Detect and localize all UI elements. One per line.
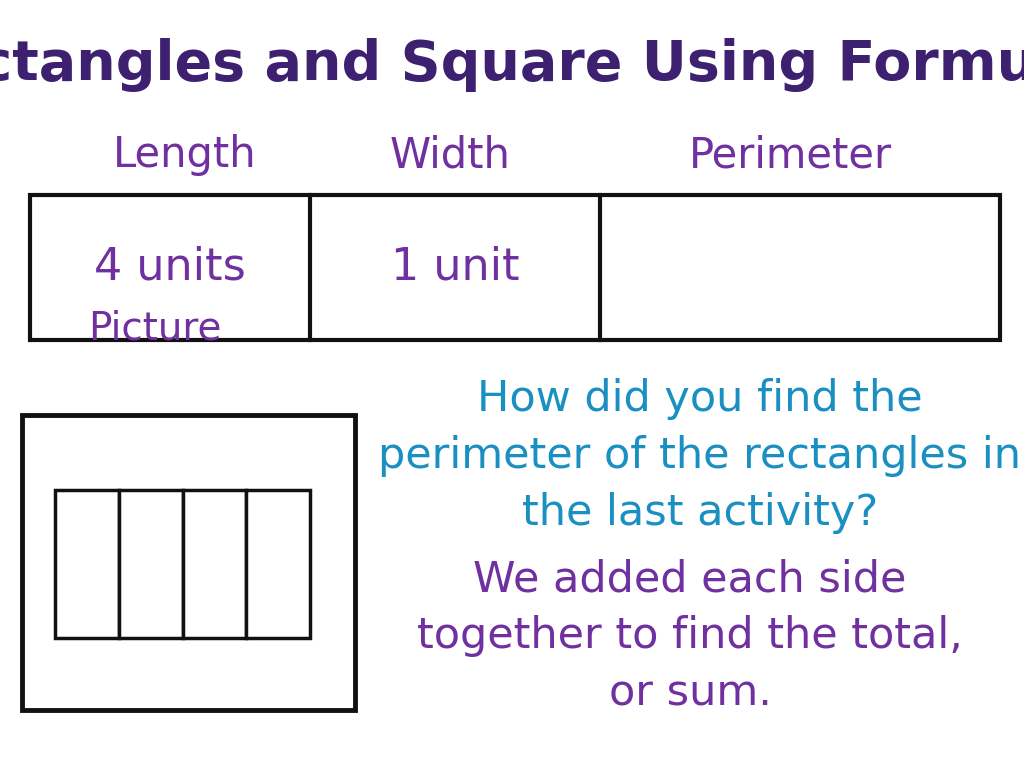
Text: Width: Width: [389, 134, 510, 176]
Text: We added each side
together to find the total,
or sum.: We added each side together to find the …: [417, 558, 963, 713]
Text: How did you find the
perimeter of the rectangles in
the last activity?: How did you find the perimeter of the re…: [379, 378, 1022, 534]
Bar: [246, 490, 310, 638]
Bar: [55, 490, 119, 638]
Text: 4 units: 4 units: [94, 246, 246, 289]
Text: Picture: Picture: [88, 309, 222, 347]
Text: Rectangles and Square Using Formulas: Rectangles and Square Using Formulas: [0, 38, 1024, 92]
Text: 1 unit: 1 unit: [391, 246, 519, 289]
Bar: [119, 490, 182, 638]
Text: Perimeter: Perimeter: [688, 134, 892, 176]
Bar: [182, 490, 246, 638]
Bar: [30, 195, 1000, 340]
Bar: [22, 415, 355, 710]
Text: Length: Length: [114, 134, 257, 176]
